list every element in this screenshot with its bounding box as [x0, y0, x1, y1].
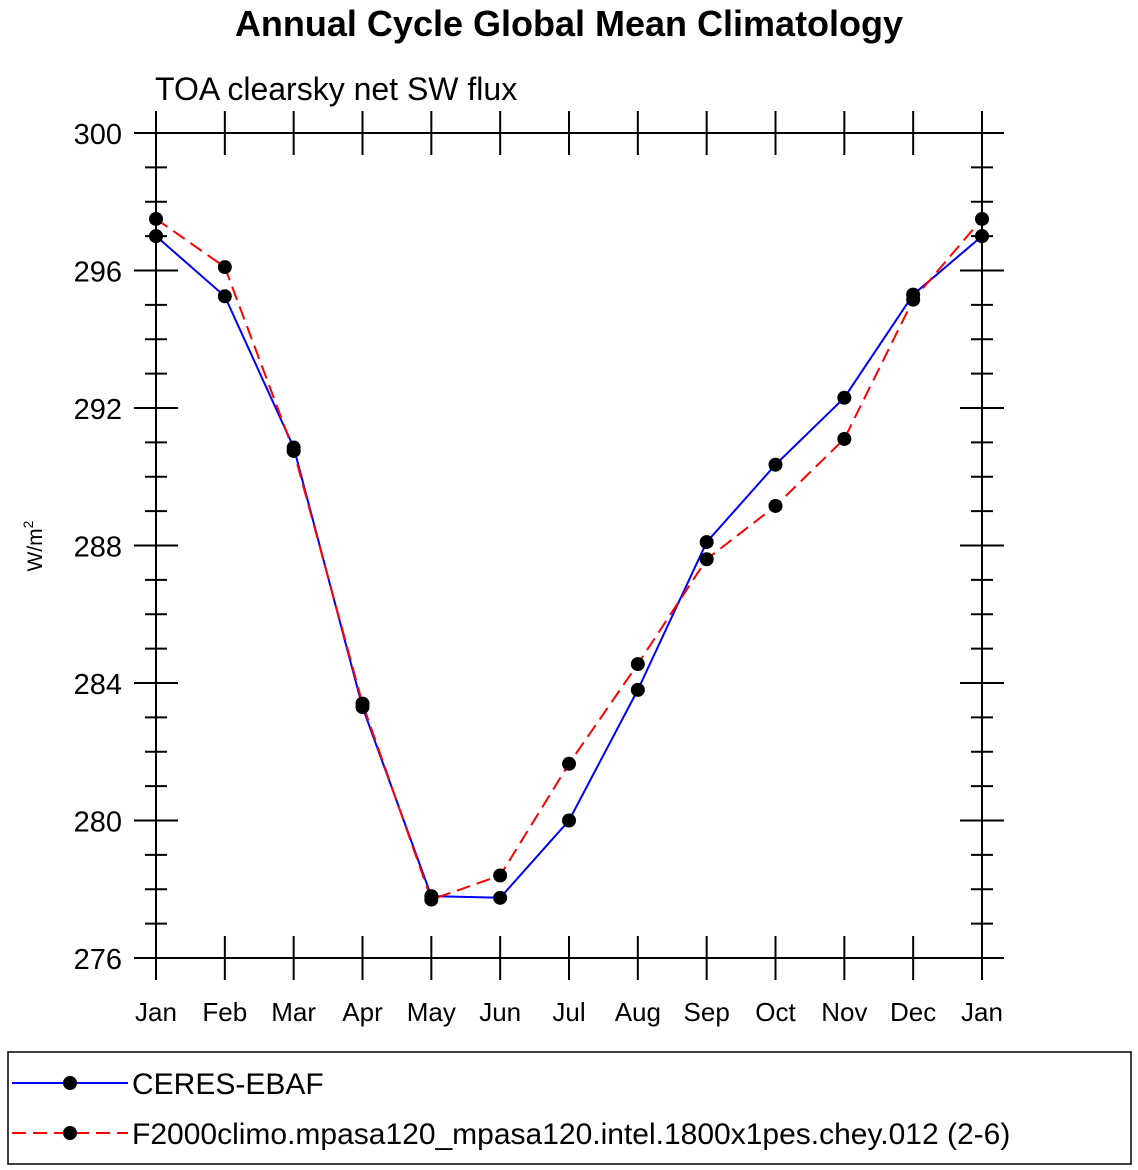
x-tick-label: Jul: [552, 997, 585, 1027]
x-tick-label: Sep: [684, 997, 730, 1027]
data-point-series-1: [630, 657, 645, 672]
data-point-series-1: [906, 292, 921, 307]
data-point-series-0: [699, 535, 714, 550]
data-point-series-0: [630, 682, 645, 697]
chart-subtitle: TOA clearsky net SW flux: [155, 71, 517, 107]
data-point-series-0: [217, 289, 232, 304]
legend-box: [7, 1051, 1132, 1165]
plot-area-frame: [155, 132, 983, 959]
data-point-series-1: [975, 211, 989, 226]
y-tick-label: 284: [74, 669, 122, 701]
legend-label-1: F2000climo.mpasa120_mpasa120.intel.1800x…: [132, 1118, 1010, 1151]
x-axis-ticks: Jan Feb Mar Apr May Jun Jul Aug Sep Oct Nov Dec Jan: [135, 111, 1003, 1027]
series-line-1: [155, 218, 983, 901]
y-tick-label: 292: [74, 394, 122, 426]
svg-text:W/m2: W/m2: [20, 520, 47, 571]
x-tick-label: Dec: [890, 997, 936, 1027]
y-tick-label: 276: [74, 944, 122, 976]
y-axis-label: W/m2: [20, 520, 47, 571]
series-layer: [149, 211, 989, 907]
y-tick-label: 296: [74, 257, 122, 289]
legend-label-0: CERES-EBAF: [132, 1068, 324, 1101]
x-tick-label: Jan: [135, 997, 177, 1027]
x-tick-label: Nov: [821, 997, 867, 1027]
x-tick-label: May: [407, 997, 456, 1027]
y-axis-label-base: W/m: [24, 528, 47, 571]
data-point-series-1: [286, 443, 301, 458]
x-tick-label: Aug: [615, 997, 661, 1027]
y-axis-ticks: 276 280 284 288 292 296 300: [74, 119, 1004, 976]
y-axis-label-superscript: 2: [20, 520, 36, 528]
data-point-series-0: [837, 390, 852, 405]
data-point-series-1: [699, 552, 714, 567]
x-tick-label: Jun: [479, 997, 521, 1027]
data-point-series-1: [355, 696, 370, 711]
chart-title: Annual Cycle Global Mean Climatology: [235, 3, 903, 44]
data-point-series-0: [493, 890, 508, 905]
legend: CERES-EBAF F2000climo.mpasa120_mpasa120.i…: [12, 1068, 1010, 1151]
data-point-series-1: [562, 756, 576, 771]
legend-marker-1: [63, 1126, 77, 1140]
data-point-series-1: [768, 498, 783, 513]
data-point-series-1: [424, 892, 439, 907]
x-tick-label: Feb: [202, 997, 247, 1027]
y-tick-label: 300: [74, 119, 122, 151]
y-tick-label: 288: [74, 532, 122, 564]
data-point-series-0: [768, 457, 783, 472]
data-point-series-1: [493, 868, 508, 883]
data-point-series-0: [149, 229, 163, 244]
data-point-series-1: [217, 260, 232, 275]
y-tick-label: 280: [74, 807, 122, 839]
x-tick-label: Apr: [342, 997, 383, 1027]
data-point-series-1: [837, 431, 852, 446]
x-tick-label: Oct: [755, 997, 796, 1027]
data-point-series-0: [562, 813, 576, 828]
legend-marker-0: [63, 1076, 77, 1090]
x-tick-label: Mar: [271, 997, 316, 1027]
x-tick-label: Jan: [961, 997, 1003, 1027]
data-point-series-0: [975, 229, 989, 244]
series-line-0: [155, 235, 983, 899]
data-point-series-1: [149, 211, 163, 226]
